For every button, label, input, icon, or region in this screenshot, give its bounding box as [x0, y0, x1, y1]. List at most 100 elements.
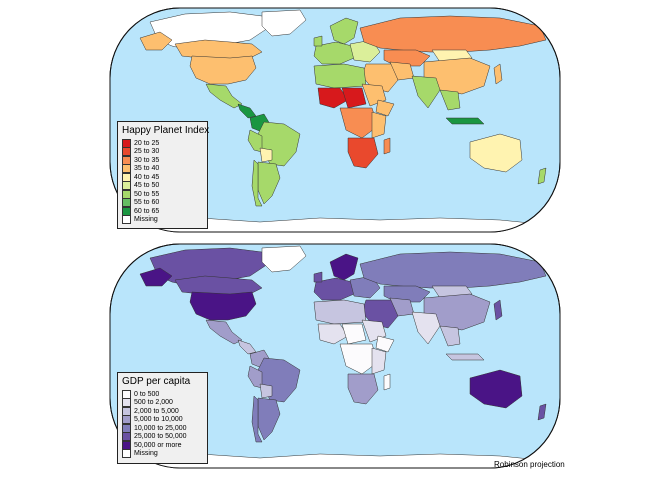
hpi-mexico	[205, 83, 243, 109]
hpi-russia	[359, 15, 547, 53]
hpi-western-europe	[313, 41, 355, 65]
gdp-greenland	[261, 245, 307, 273]
legend-label: 25,000 to 50,000	[134, 433, 187, 441]
hpi-north-africa	[313, 63, 367, 89]
legend-label: 30 to 35	[134, 156, 160, 164]
gdp-east-africa	[371, 347, 387, 375]
legend-item: 35 to 40	[122, 164, 203, 174]
legend-label: 0 to 500	[134, 390, 160, 398]
legend-label: 35 to 40	[134, 165, 160, 173]
legend-label: 10,000 to 25,000	[134, 424, 187, 432]
legend-item: 40 to 45	[122, 172, 203, 182]
legend-item: 10,000 to 25,000	[122, 423, 203, 433]
hpi-se-asia	[439, 89, 461, 111]
legend-label: 5,000 to 10,000	[134, 416, 183, 424]
gdp-chile	[251, 395, 263, 443]
gdp-uk	[313, 271, 323, 283]
gdp-russia	[359, 251, 547, 289]
gdp-kazakhstan	[383, 285, 431, 303]
legend-item: 0 to 500	[122, 389, 203, 399]
gdp-map	[109, 243, 561, 469]
gdp-australia	[469, 369, 523, 409]
gdp-canada	[149, 247, 269, 289]
legend-label: Missing	[134, 450, 158, 458]
legend-item: 55 to 60	[122, 198, 203, 208]
legend-label: 500 to 2,000	[134, 399, 173, 407]
hpi-japan	[493, 63, 503, 85]
legend-item: 50,000 or more	[122, 440, 203, 450]
hpi-ethiopia	[375, 99, 395, 117]
gdp-madagascar	[383, 373, 391, 391]
legend-item: 25 to 30	[122, 147, 203, 157]
hpi-india	[411, 75, 441, 109]
legend-item: 60 to 65	[122, 206, 203, 216]
hpi-alaska	[139, 31, 173, 51]
hpi-legend-items: 20 to 25 25 to 30 30 to 35 35 to 40 40 to 45…	[122, 138, 203, 225]
gdp-north-africa	[313, 299, 367, 325]
gdp-legend-title: GDP per capita	[122, 376, 191, 387]
projection-credit: Robinson projection	[494, 460, 565, 469]
legend-item: Missing	[122, 449, 203, 459]
gdp-indonesia	[445, 353, 485, 361]
gdp-legend-items: 0 to 500 500 to 2,000 2,000 to 5,000 5,000 …	[122, 389, 203, 459]
gdp-legend: GDP per capita 0 to 500 500 to 2,000 2,000…	[117, 372, 208, 464]
legend-swatch	[122, 215, 131, 225]
gdp-bolivia	[259, 383, 273, 399]
gdp-new-zealand	[537, 403, 547, 421]
legend-label: 25 to 30	[134, 148, 160, 156]
gdp-southern-africa	[347, 373, 379, 405]
hpi-map	[109, 7, 561, 233]
legend-item: 20 to 25	[122, 138, 203, 148]
hpi-chad-niger	[341, 87, 367, 109]
gdp-alaska	[139, 267, 173, 287]
legend-item: 25,000 to 50,000	[122, 432, 203, 442]
hpi-legend: Happy Planet Index 20 to 25 25 to 30 30 to…	[117, 121, 210, 229]
legend-label: 40 to 45	[134, 173, 160, 181]
gdp-central-africa	[339, 343, 379, 375]
hpi-new-zealand	[537, 167, 547, 185]
gdp-peru	[247, 365, 263, 389]
legend-label: 2,000 to 5,000	[134, 407, 179, 415]
hpi-canada	[149, 11, 269, 53]
legend-label: 50,000 or more	[134, 441, 182, 449]
gdp-se-asia	[439, 325, 461, 347]
legend-swatch	[122, 449, 131, 459]
gdp-usa	[189, 291, 257, 321]
legend-label: Missing	[134, 216, 158, 224]
gdp-canada-main	[174, 275, 263, 297]
legend-item: Missing	[122, 215, 203, 225]
hpi-central-africa	[339, 107, 379, 139]
gdp-japan	[493, 299, 503, 321]
hpi-east-africa	[371, 111, 387, 139]
gdp-central-america	[237, 339, 257, 355]
legend-item: 45 to 50	[122, 181, 203, 191]
hpi-greenland	[261, 9, 307, 37]
legend-item: 2,000 to 5,000	[122, 406, 203, 416]
gdp-chad-niger	[341, 323, 367, 345]
legend-item: 30 to 35	[122, 155, 203, 165]
legend-item: 5,000 to 10,000	[122, 415, 203, 425]
gdp-ethiopia	[375, 335, 395, 353]
gdp-india	[411, 311, 441, 345]
legend-label: 20 to 25	[134, 139, 160, 147]
hpi-indonesia	[445, 117, 485, 125]
legend-label: 50 to 55	[134, 190, 160, 198]
gdp-mexico	[205, 319, 243, 345]
hpi-southern-africa	[347, 137, 379, 169]
hpi-uk	[313, 35, 323, 47]
hpi-west-africa	[317, 87, 349, 109]
hpi-chile	[251, 159, 263, 207]
legend-label: 45 to 50	[134, 182, 160, 190]
gdp-west-africa	[317, 323, 349, 345]
legend-item: 500 to 2,000	[122, 398, 203, 408]
hpi-kazakhstan	[383, 49, 431, 67]
legend-label: 60 to 65	[134, 207, 160, 215]
hpi-bolivia	[259, 147, 273, 163]
hpi-canada-main	[174, 39, 263, 61]
hpi-scandinavia	[329, 17, 359, 45]
hpi-usa	[189, 55, 257, 85]
gdp-western-europe	[313, 277, 355, 301]
legend-item: 50 to 55	[122, 189, 203, 199]
hpi-legend-title: Happy Planet Index	[122, 125, 210, 136]
